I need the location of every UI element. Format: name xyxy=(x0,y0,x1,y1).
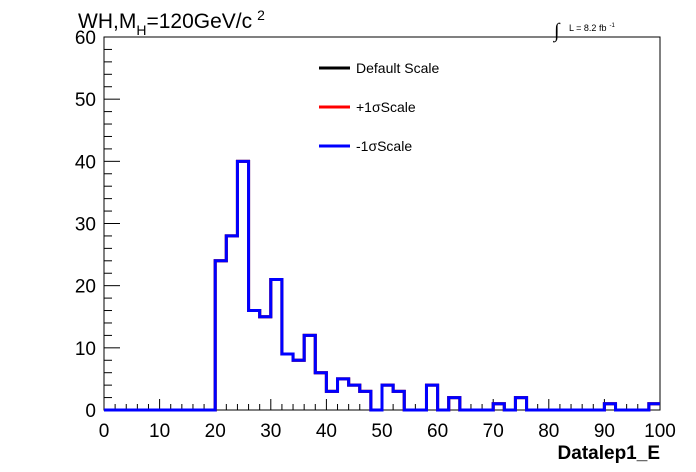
histogram-series-line xyxy=(104,159,660,412)
luminosity-label: L = 8.2 fb -1 xyxy=(569,23,615,33)
title-main: WH,M xyxy=(78,10,136,33)
x-axis-label: Datalep1_E xyxy=(558,443,660,464)
x-tick-label: 100 xyxy=(644,421,676,442)
y-tick-label: 40 xyxy=(75,152,96,173)
x-tick-label: 90 xyxy=(594,421,615,442)
x-tick-label: 20 xyxy=(205,421,226,442)
y-tick-label: 30 xyxy=(75,215,96,236)
x-tick-label: 30 xyxy=(260,421,281,442)
title-superscript: 2 xyxy=(257,7,265,23)
histogram-series-line xyxy=(104,159,660,412)
luminosity-superscript: -1 xyxy=(609,23,615,29)
x-tick-label: 40 xyxy=(316,421,337,442)
luminosity-text: L = 8.2 fb xyxy=(569,23,606,33)
legend-label: +1σScale xyxy=(356,99,416,115)
x-axis-tick-labels: 0 10 20 30 40 50 60 70 80 90 100 xyxy=(99,421,676,442)
y-tick-label: 50 xyxy=(75,90,96,111)
x-tick-label: 10 xyxy=(149,421,170,442)
legend-label: Default Scale xyxy=(356,60,439,76)
y-axis-ticks xyxy=(104,36,120,411)
y-tick-label: 20 xyxy=(75,277,96,298)
plot-frame xyxy=(103,36,661,411)
y-axis-tick-labels: 0 10 20 30 40 50 60 xyxy=(75,28,96,422)
histogram-series-line xyxy=(104,159,660,412)
title-rest: =120GeV/c xyxy=(146,10,252,33)
x-tick-label: 50 xyxy=(371,421,392,442)
x-tick-label: 70 xyxy=(483,421,504,442)
x-tick-label: 0 xyxy=(99,421,110,442)
x-tick-label: 80 xyxy=(538,421,559,442)
y-tick-label: 10 xyxy=(75,339,96,360)
title-subscript: H xyxy=(136,22,146,38)
series-layer xyxy=(104,159,660,412)
x-tick-label: 60 xyxy=(427,421,448,442)
legend-label: -1σScale xyxy=(356,138,412,154)
chart-title: WH,MH=120GeV/c 2 xyxy=(78,7,265,38)
integral-symbol: ∫ xyxy=(552,20,561,43)
y-tick-label: 60 xyxy=(75,28,96,49)
y-tick-label: 0 xyxy=(85,401,96,422)
legend: Default Scale +1σScale -1σScale xyxy=(319,60,439,154)
